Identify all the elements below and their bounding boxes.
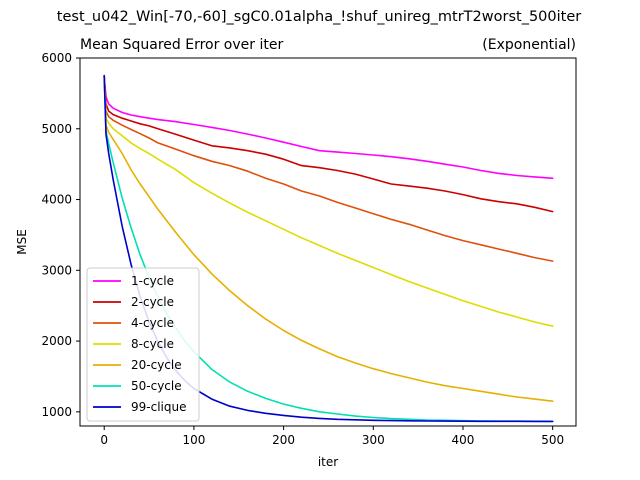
chart-title: Mean Squared Error over iter — [80, 37, 283, 53]
axes-frame — [79, 57, 577, 427]
series-line-4-cycle — [103, 74, 554, 262]
figure-suptitle: test_u042_Win[-70,-60]_sgC0.01alpha_!shu… — [57, 9, 581, 25]
y-tick-label: 1000 — [41, 405, 72, 419]
legend-box — [86, 267, 200, 422]
y-tick-label: 6000 — [41, 51, 72, 65]
x-tick-label: 0 — [100, 433, 108, 447]
y-tick-label: 3000 — [41, 263, 72, 277]
legend-label: 20-cycle — [131, 358, 182, 372]
series-line-1-cycle — [103, 74, 554, 180]
y-tick-label: 4000 — [41, 193, 72, 207]
series-line-20-cycle — [103, 74, 554, 403]
legend-label: 99-clique — [131, 400, 186, 414]
x-tick-label: 200 — [272, 433, 295, 447]
x-axis: 0 100 200 300 400 500 — [100, 426, 564, 447]
series-line-2-cycle — [103, 74, 554, 213]
y-axis: 1000 2000 3000 4000 5000 6000 — [41, 51, 80, 419]
x-axis-label: iter — [318, 455, 338, 469]
legend: 1-cycle 2-cycle 4-cycle 8-cycle 20-cycle 50-c… — [86, 267, 200, 422]
x-tick-label: 500 — [541, 433, 564, 447]
y-axis-label: MSE — [15, 229, 29, 255]
series-line-8-cycle — [103, 74, 554, 328]
x-tick-label: 400 — [452, 433, 475, 447]
y-tick-label: 2000 — [41, 334, 72, 348]
chart-title-right: (Exponential) — [482, 37, 576, 53]
legend-label: 4-cycle — [131, 316, 174, 330]
legend-label: 1-cycle — [131, 274, 174, 288]
x-tick-label: 100 — [182, 433, 205, 447]
y-tick-label: 5000 — [41, 122, 72, 136]
legend-label: 2-cycle — [131, 295, 174, 309]
legend-label: 50-cycle — [131, 379, 182, 393]
x-tick-label: 300 — [362, 433, 385, 447]
legend-label: 8-cycle — [131, 337, 174, 351]
